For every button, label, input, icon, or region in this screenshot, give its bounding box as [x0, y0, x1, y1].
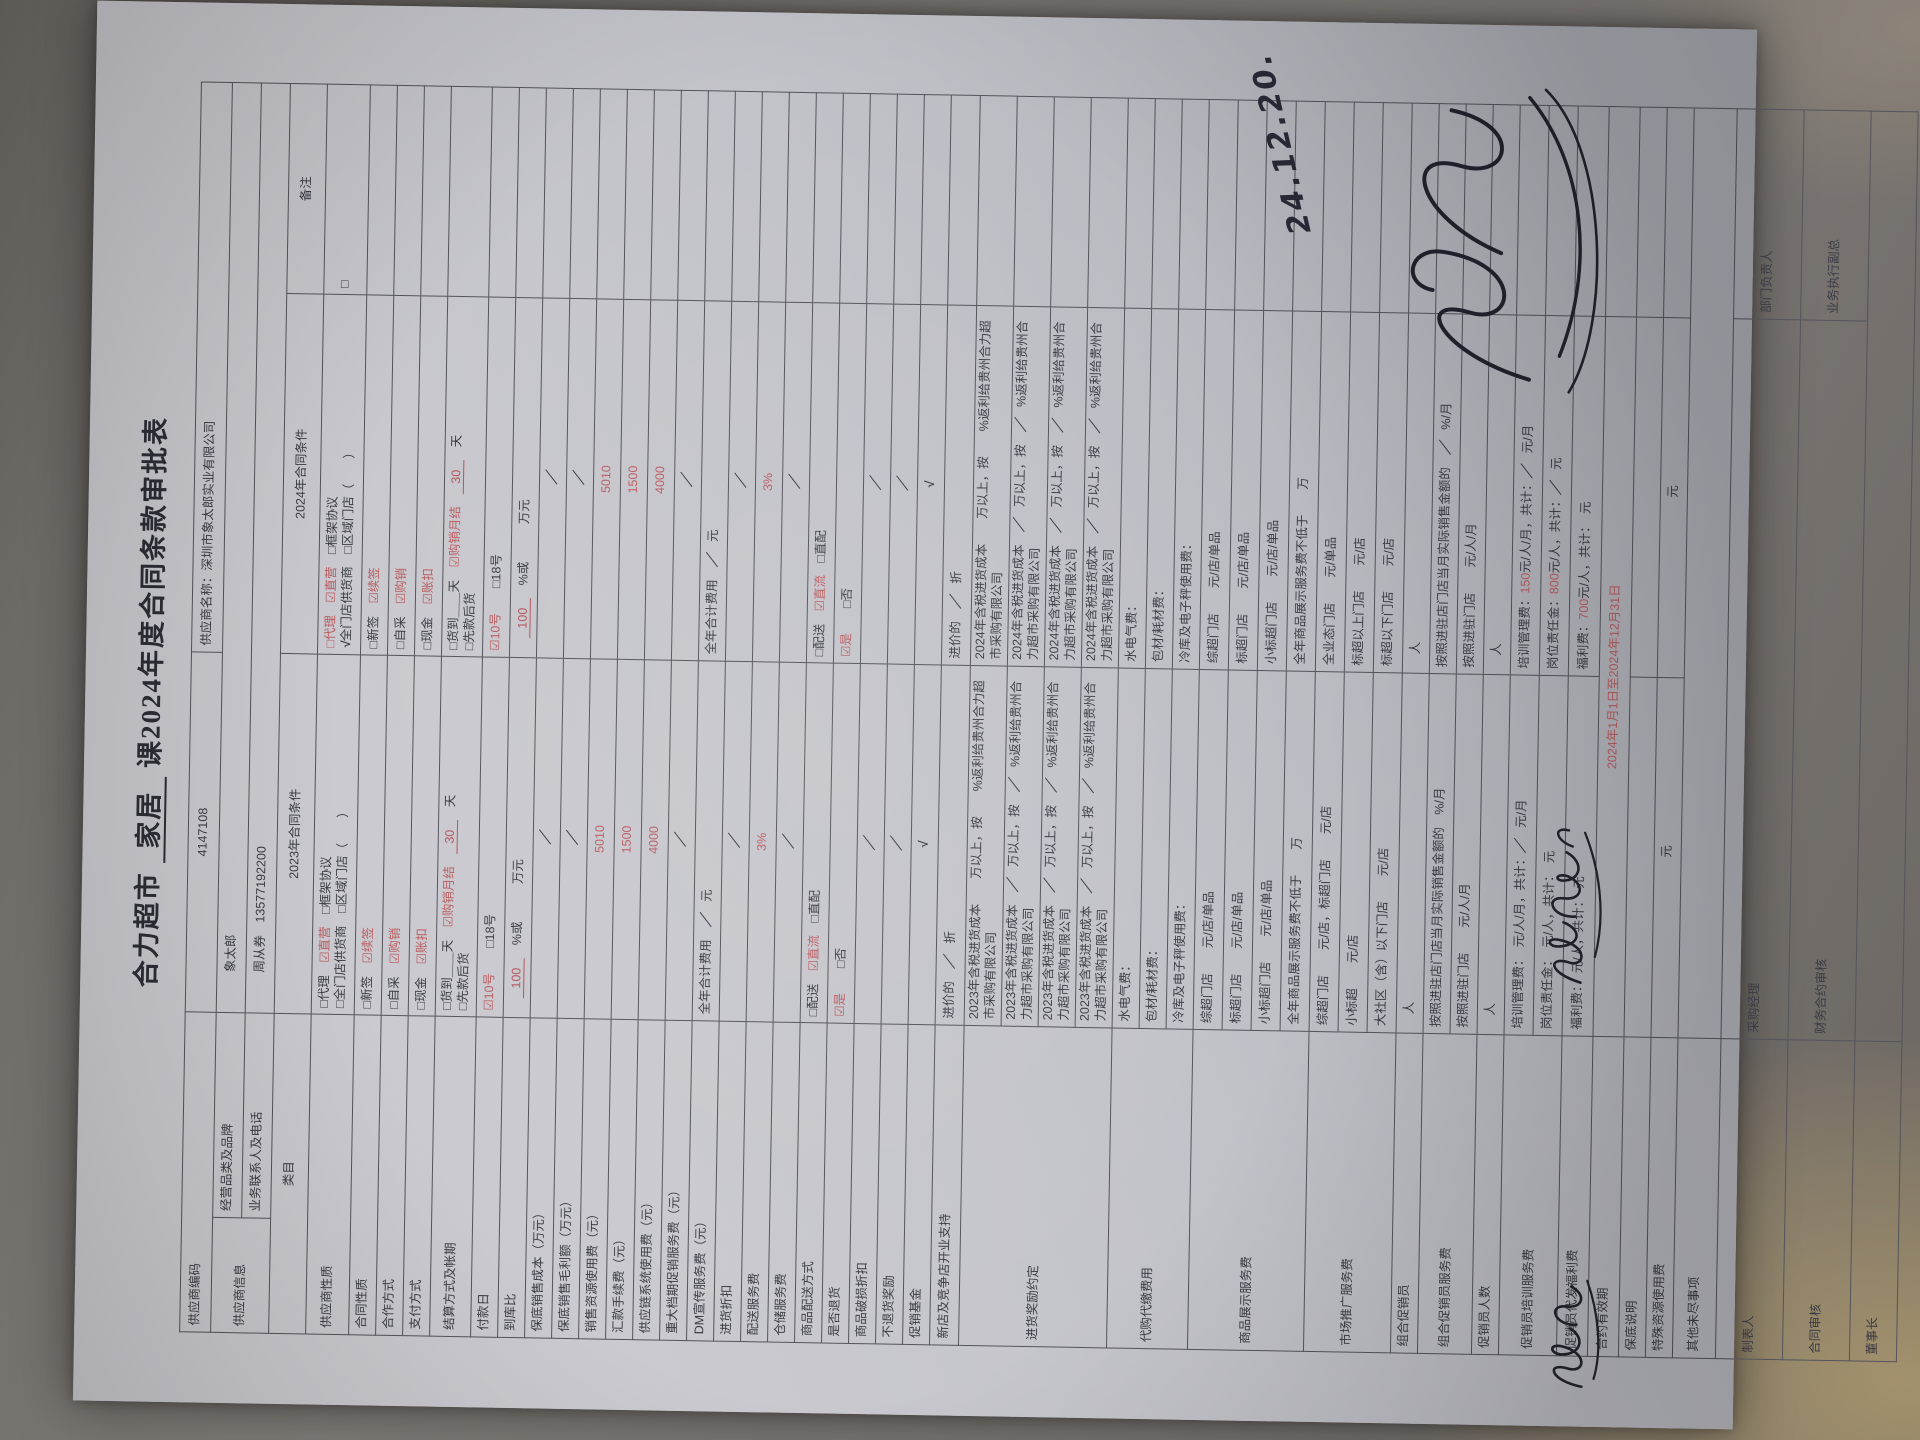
contract-table: 供应商编码 4147108 供应商名称：深圳市象太郎实业有限公司 供应商信息 经营品类及… [179, 81, 1919, 1362]
table-cell: 其他未尽事项 [1672, 1037, 1721, 1359]
table-cell: 代购代缴费用 [1106, 1027, 1194, 1350]
table-cell [420, 85, 452, 297]
table-cell: 2024年含税进货成本 ／ 万以上，按 ／ %返利给贵州合力超市采购有限公司 [1007, 306, 1051, 667]
table-cell [650, 89, 682, 301]
table-cell [785, 92, 817, 303]
table-cell: 促销员培训服务费 [1498, 1034, 1562, 1356]
table-cell: 财务合约审核 [1787, 319, 1868, 1041]
table-cell: 供应商信息 [210, 1217, 271, 1334]
table-cell [1462, 104, 1494, 315]
table-cell [515, 87, 547, 298]
table-cell: □货到＿＿天 ☑购销月结 30 天 □先款后货 [441, 296, 489, 657]
table-cell [569, 88, 601, 299]
table-cell [677, 90, 709, 301]
table-cell: 2023年含税进货成本 万以上，按 %返利给贵州合力超市采购有限公司 [964, 665, 1008, 1027]
table-cell [596, 88, 628, 300]
table-cell [731, 91, 763, 302]
table-cell [758, 91, 790, 303]
table-cell [623, 89, 655, 300]
table-cell: 2023年含税进货成本 ／ 万以上，按 ／ %返利给贵州合力超市采购有限公司 [1075, 667, 1119, 1028]
table-cell: 业务执行副总 [1800, 109, 1872, 322]
table-cell: □货到＿＿天 ☑购销月结 30 天 □先款后货 [435, 656, 483, 1017]
table-cell: 2024年含税进货成本 ／ 万以上，按 ／ %返利给贵州合力超市采购有限公司 [1044, 306, 1088, 668]
table-cell [1605, 106, 1641, 318]
document-title: 合力超市 家居 课2024年度合同条款审批表 [117, 1, 180, 1401]
table-cell [1124, 98, 1156, 309]
table-cell [1321, 101, 1355, 313]
table-cell [920, 94, 952, 306]
table-cell: 市场推广服务费 [1303, 1031, 1397, 1353]
table-cell: 进货奖励约定 [958, 1025, 1113, 1348]
table-cell [1178, 99, 1210, 310]
table-cell: 制表人 [1715, 1038, 1788, 1360]
table-cell: 2024年含税进货成本 ／ 万以上，按 ／ %返利给贵州合力超市采购有限公司 [1081, 307, 1125, 669]
table-cell [704, 90, 736, 302]
table-cell [1013, 96, 1055, 307]
table-cell [1663, 107, 1695, 318]
table-cell [866, 93, 898, 305]
table-cell [1292, 101, 1326, 312]
table-cell: □代理 ☑直营 □框架协议 √全门店供货商 □区域门店（ ） [317, 294, 367, 655]
table-cell [447, 86, 493, 297]
table-cell [947, 95, 981, 306]
table-cell: 备注 [286, 83, 328, 295]
table-cell [366, 84, 398, 296]
table-cell [1574, 105, 1610, 317]
table-cell: 类目 [268, 1013, 312, 1334]
table-cell [393, 85, 425, 296]
title-department: 家居 [133, 776, 167, 863]
paper-sheet: 合力超市 家居 课2024年度合同条款审批表 供应商编码 4147108 供应商名称… [72, 0, 1919, 1430]
table-cell [1636, 107, 1668, 318]
table-cell: 2024年合同条件 [280, 293, 324, 655]
table-cell: 采购经理 [1720, 318, 1801, 1040]
table-cell: 2024年含税进货成本 万以上，按 %返利给贵州合力超市采购有限公司 [970, 305, 1014, 667]
table-cell: 2023年含税进货成本 ／ 万以上，按 ／ %返利给贵州合力超市采购有限公司 [1001, 666, 1045, 1027]
table-cell [1050, 96, 1092, 308]
title-prefix: 合力超市 [131, 871, 164, 988]
table-cell: □ [323, 84, 371, 295]
table-cell: 董事长 [1849, 1040, 1902, 1362]
table-cell [1516, 104, 1550, 316]
table-cell [1151, 98, 1183, 310]
table-cell: 业务联系人及电话 [241, 1012, 275, 1219]
table-cell [812, 92, 844, 304]
table-cell [1545, 105, 1579, 316]
table-cell: 结算方式及帐期 [429, 1016, 477, 1337]
table-cell [1234, 100, 1268, 311]
table-cell [1087, 97, 1129, 309]
table-cell [1489, 104, 1521, 315]
table-cell [488, 87, 520, 298]
table-cell [1350, 102, 1384, 313]
table-cell [1435, 103, 1467, 314]
table-cell: 2023年合同条件 [274, 653, 318, 1015]
table-cell [1263, 100, 1297, 312]
table-cell: 2023年含税进货成本 ／ 万以上，按 ／ %返利给贵州合力超市采购有限公司 [1038, 666, 1082, 1028]
table-cell: □代理 ☑直营 □框架协议 □全门店供货商 □区域门店（ ） [311, 654, 361, 1015]
table-cell [893, 94, 925, 305]
table-cell [1408, 103, 1440, 314]
table-cell: 商品展示服务费 [1187, 1029, 1310, 1352]
table-cell: 部门负责人 [1733, 108, 1805, 320]
table-cell: 供应商性质 [305, 1014, 355, 1335]
table-cell [839, 93, 871, 304]
table-cell: 合同审核 [1782, 1039, 1855, 1361]
table-cell [1205, 99, 1239, 311]
table-cell: 组合促销员服务费 [1417, 1033, 1478, 1355]
table-cell: 经营品类及品牌 [212, 1012, 246, 1218]
table-cell [1379, 102, 1413, 314]
table-cell [542, 87, 574, 299]
table-cell [976, 95, 1018, 307]
title-suffix: 课2024年度合同条款审批表 [134, 415, 172, 769]
